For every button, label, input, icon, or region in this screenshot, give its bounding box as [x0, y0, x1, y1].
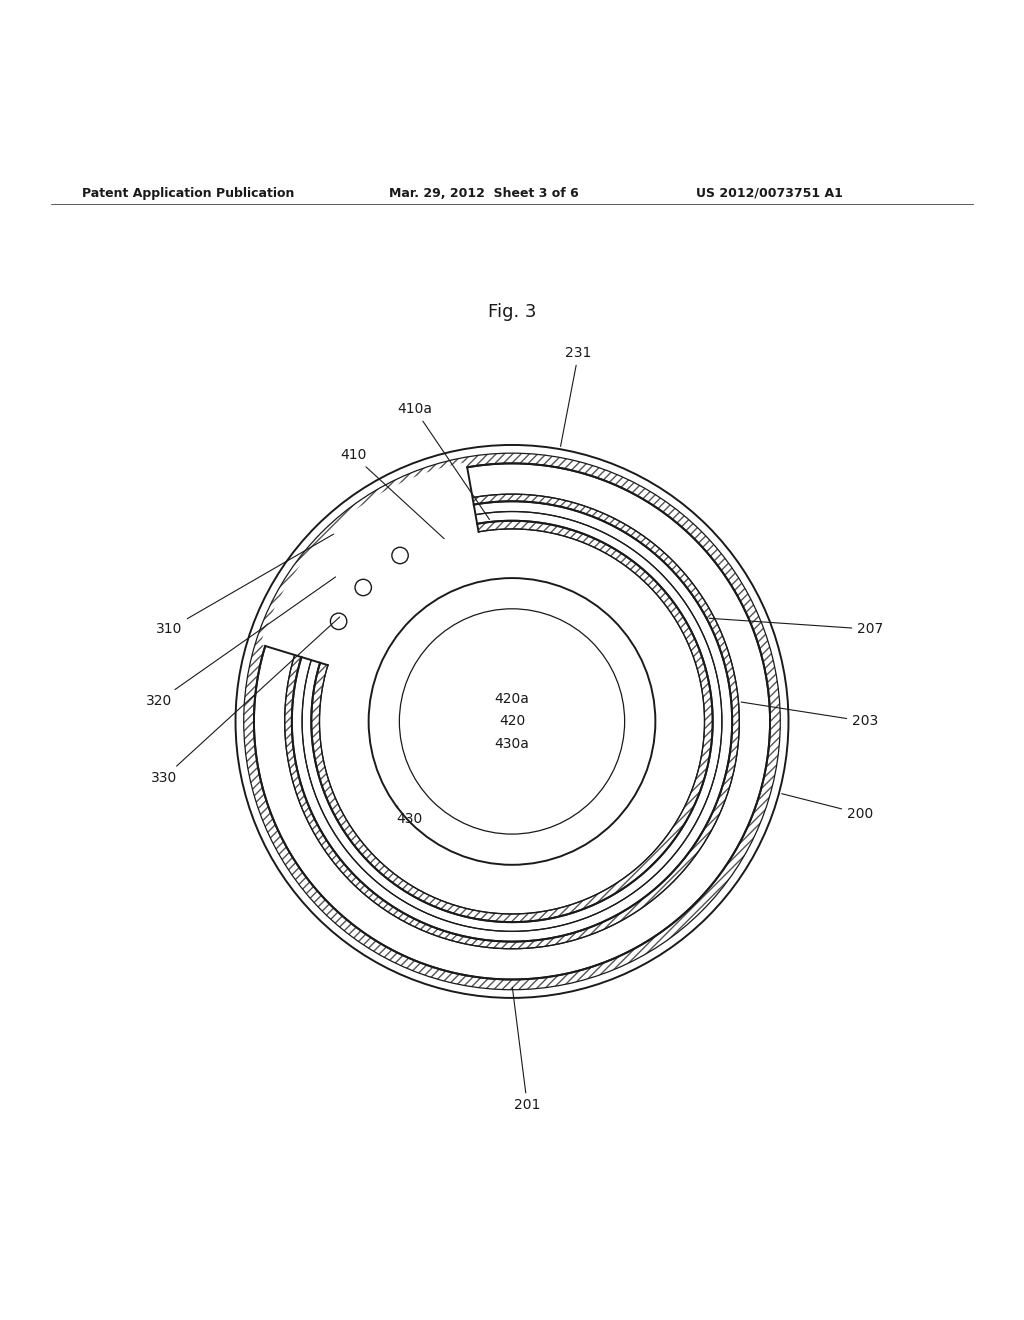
Circle shape	[392, 548, 409, 564]
Text: 310: 310	[156, 535, 334, 636]
Text: Fig. 3: Fig. 3	[487, 302, 537, 321]
Text: 410: 410	[340, 449, 444, 539]
Polygon shape	[311, 520, 713, 923]
Text: Patent Application Publication: Patent Application Publication	[82, 187, 294, 199]
Text: US 2012/0073751 A1: US 2012/0073751 A1	[696, 187, 843, 199]
Text: 200: 200	[781, 793, 873, 821]
Circle shape	[355, 579, 372, 595]
Text: 430: 430	[396, 805, 423, 826]
Circle shape	[399, 609, 625, 834]
Polygon shape	[302, 512, 722, 932]
Text: Mar. 29, 2012  Sheet 3 of 6: Mar. 29, 2012 Sheet 3 of 6	[389, 187, 579, 199]
Text: 330: 330	[151, 616, 340, 785]
Text: 207: 207	[710, 618, 884, 636]
Text: 410a: 410a	[397, 403, 489, 520]
Text: 420: 420	[499, 714, 525, 729]
Circle shape	[369, 578, 655, 865]
Polygon shape	[285, 494, 739, 949]
Text: 320: 320	[145, 577, 336, 708]
Polygon shape	[244, 453, 780, 990]
Text: 201: 201	[512, 987, 541, 1113]
Text: 430a: 430a	[495, 737, 529, 751]
Circle shape	[331, 614, 347, 630]
Circle shape	[319, 529, 705, 913]
Text: 420a: 420a	[495, 692, 529, 706]
Polygon shape	[260, 462, 479, 667]
Text: 203: 203	[741, 702, 879, 729]
Text: 231: 231	[560, 346, 592, 446]
